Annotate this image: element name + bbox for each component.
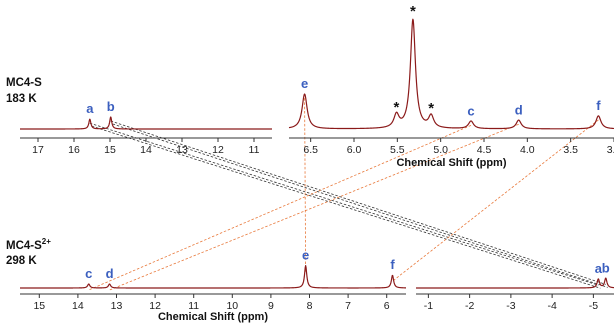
x-tick-label: -5: [589, 300, 598, 312]
peak-label-f: f: [596, 98, 601, 113]
correlation-lines: [88, 98, 608, 291]
spectrum-trace-p298a: [19, 265, 407, 289]
spectrum-trace-p183a: [19, 116, 273, 130]
correlation-line-a: [89, 122, 599, 286]
x-tick-label: 15: [104, 144, 116, 156]
x-tick-label: 3.5: [563, 144, 578, 156]
x-tick-label: 14: [72, 300, 84, 312]
sample-name-mc4s-183: MC4-S: [6, 77, 42, 89]
x-tick-label: 12: [149, 300, 161, 312]
x-tick-label: -3: [506, 300, 515, 312]
spectrum-trace-p298b: [415, 277, 614, 289]
x-tick-label: 9: [268, 300, 274, 312]
x-axis-title: Chemical Shift (ppm): [158, 311, 268, 323]
x-tick-label: -1: [424, 300, 433, 312]
correlation-line-f: [392, 119, 599, 282]
peak-label-b: b: [602, 260, 610, 275]
spectrum-trace-p183b: [288, 18, 614, 130]
x-tick-label: 16: [68, 144, 80, 156]
solvent-peak-marker: *: [410, 3, 416, 20]
peak-label-a: a: [86, 101, 94, 116]
peak-label-e: e: [302, 248, 309, 263]
solvent-peak-marker: *: [428, 100, 434, 117]
x-tick-label: 13: [111, 300, 123, 312]
x-tick-label: 6.5: [303, 144, 318, 156]
solvent-peak-marker: *: [394, 99, 400, 116]
x-tick-label: 14: [140, 144, 152, 156]
peak-label-c: c: [467, 103, 474, 118]
peak-label-b: b: [107, 99, 115, 114]
x-tick-label: 15: [33, 300, 45, 312]
sample-temperature-mc4s2-298: 298 K: [6, 255, 37, 267]
correlation-line-c: [88, 125, 472, 291]
x-tick-label: 3.0: [607, 144, 614, 156]
x-tick-label: 5.5: [390, 144, 405, 156]
peak-label-d: d: [515, 102, 523, 117]
x-tick-label: 8: [307, 300, 313, 312]
peak-label-e: e: [301, 76, 308, 91]
correlation-line-b: [110, 120, 606, 285]
x-tick-label: 4.5: [477, 144, 492, 156]
peak-label-a: a: [595, 261, 603, 276]
correlation-line-b-pair: [112, 123, 608, 288]
correlation-line-e: [304, 98, 307, 272]
x-tick-label: 11: [249, 144, 260, 156]
x-tick-label: 10: [226, 300, 238, 312]
sample-name-mc4s2-298: MC4-S2+: [6, 237, 51, 252]
x-tick-label: 4.0: [520, 144, 535, 156]
x-tick-label: 12: [212, 144, 224, 156]
sample-temperature-mc4s-183: 183 K: [6, 93, 37, 105]
x-tick-label: -4: [547, 300, 556, 312]
x-tick-label: -2: [465, 300, 474, 312]
x-tick-label: 13: [176, 144, 188, 156]
x-tick-label: 6.0: [347, 144, 362, 156]
peak-label-c: c: [85, 266, 92, 281]
x-tick-label: 6: [384, 300, 390, 312]
x-tick-label: 17: [32, 144, 44, 156]
correlation-line-d: [109, 123, 519, 291]
x-tick-label: 7: [345, 300, 351, 312]
x-tick-label: 11: [188, 300, 199, 312]
peak-label-d: d: [106, 266, 114, 281]
x-axis-title: Chemical Shift (ppm): [396, 157, 506, 169]
correlation-line-a-pair: [91, 125, 601, 289]
peak-label-f: f: [390, 257, 395, 272]
x-tick-label: 5.0: [433, 144, 448, 156]
spectra-layer: [19, 18, 614, 298]
